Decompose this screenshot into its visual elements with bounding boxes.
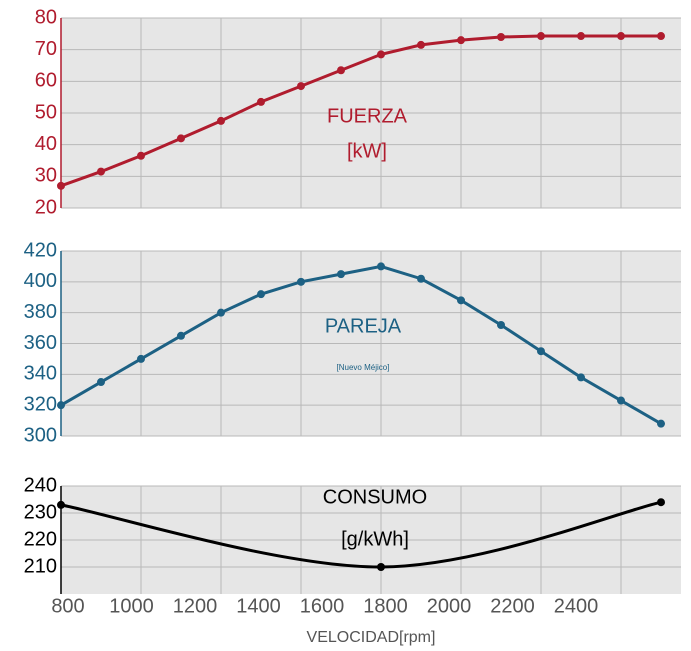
point [577, 373, 585, 382]
x-tick-label: 800 [51, 595, 84, 617]
point [57, 181, 65, 190]
y-tick-label: 300 [24, 424, 57, 446]
y-tick-label: 60 [35, 70, 57, 92]
y-tick-label: 340 [24, 363, 57, 385]
series-line [60, 264, 662, 425]
point [257, 97, 265, 106]
point [617, 396, 625, 405]
series-line [60, 34, 661, 188]
point [217, 308, 225, 317]
y-tick-label: 230 [24, 501, 57, 523]
panel-title: CONSUMO [323, 486, 427, 508]
y-tick-label: 240 [24, 474, 57, 496]
point [297, 277, 305, 286]
x-tick-label: 2400 [554, 595, 599, 617]
y-tick-label: 40 [35, 133, 57, 155]
point [217, 116, 225, 125]
y-tick-label: 30 [35, 165, 57, 187]
point [177, 134, 185, 143]
panel-unit: [g/kWh] [341, 528, 409, 550]
panel-title: PAREJA [325, 315, 402, 337]
x-tick-label: 1400 [236, 595, 281, 617]
point [57, 401, 65, 410]
y-tick-label: 50 [35, 101, 57, 123]
x-axis-title: VELOCIDAD[rpm] [307, 629, 436, 646]
point [657, 498, 665, 507]
y-tick-label: 380 [24, 301, 57, 323]
point [457, 296, 465, 305]
point [577, 32, 585, 41]
panel-unit: [Nuevo Méjico] [337, 363, 390, 372]
point [657, 419, 665, 428]
point [417, 40, 425, 49]
point [497, 33, 505, 41]
point [537, 32, 545, 41]
point [97, 378, 105, 387]
panel-unit: [kW] [347, 140, 387, 162]
point [257, 290, 265, 299]
point [657, 32, 665, 41]
point [337, 270, 345, 279]
x-tick-label: 1600 [300, 595, 345, 617]
point [97, 167, 105, 176]
y-tick-label: 360 [24, 332, 57, 354]
x-tick-label: 1000 [109, 595, 154, 617]
y-tick-label: 400 [24, 270, 57, 292]
point [377, 563, 385, 571]
y-tick-label: 80 [35, 6, 57, 28]
x-tick-label: 2000 [427, 595, 472, 617]
y-tick-label: 210 [24, 555, 57, 577]
panel-title: FUERZA [327, 105, 408, 127]
y-tick-label: 20 [35, 196, 57, 218]
point [377, 262, 385, 271]
x-tick-label: 1200 [173, 595, 218, 617]
point [137, 151, 145, 160]
y-tick-label: 420 [24, 239, 57, 261]
x-tick-label: 2200 [490, 595, 535, 617]
point [457, 36, 465, 45]
point [57, 500, 65, 509]
y-tick-label: 70 [35, 38, 57, 60]
point [617, 32, 625, 41]
x-tick-label: 1800 [363, 595, 408, 617]
point [417, 274, 425, 283]
point [537, 347, 545, 356]
point [177, 331, 185, 340]
point [337, 66, 345, 75]
point [297, 82, 305, 91]
y-tick-label: 220 [24, 528, 57, 550]
point [377, 50, 385, 59]
point [137, 354, 145, 363]
y-tick-label: 320 [24, 393, 57, 415]
point [497, 321, 505, 329]
